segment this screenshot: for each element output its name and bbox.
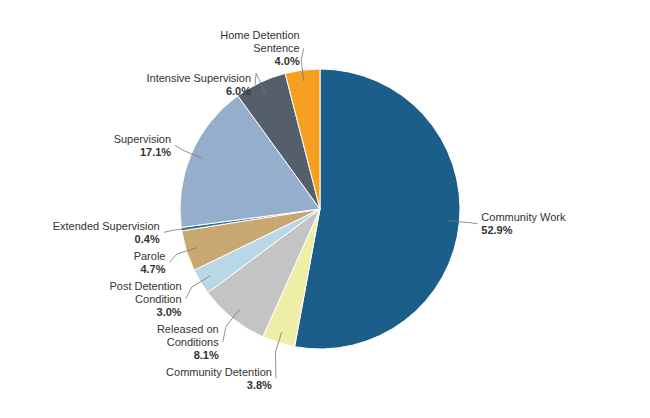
data-label: 4.0% bbox=[275, 55, 300, 67]
leader-line bbox=[275, 332, 281, 378]
slice-label-line: Released on bbox=[157, 323, 219, 335]
slice-label-line: Extended Supervision bbox=[53, 220, 160, 232]
data-label: 0.4% bbox=[135, 233, 160, 245]
slice-label: Home DetentionSentence bbox=[220, 29, 300, 54]
data-label: 4.7% bbox=[140, 263, 165, 275]
slice-label: Post DetentionCondition bbox=[109, 280, 181, 305]
slice-label: Released onConditions bbox=[157, 323, 219, 348]
leader-line bbox=[175, 145, 202, 158]
slice-label: Intensive Supervision bbox=[146, 72, 251, 84]
leader-line bbox=[164, 228, 193, 233]
slices bbox=[180, 69, 460, 349]
chart: Community Work52.9%Community Detention3.… bbox=[0, 0, 650, 418]
data-label: 6.0% bbox=[226, 85, 251, 97]
slice-label-line: Conditions bbox=[167, 336, 219, 348]
slice-label: Supervision bbox=[114, 133, 171, 145]
leader-line bbox=[223, 310, 240, 342]
labels: Community Work52.9%Community Detention3.… bbox=[53, 29, 566, 391]
slice-label-line: Community Work bbox=[481, 211, 566, 223]
slice-label-line: Parole bbox=[134, 250, 166, 262]
slice-label-line: Condition bbox=[135, 293, 181, 305]
slice-label-line: Post Detention bbox=[109, 280, 181, 292]
slice bbox=[285, 69, 320, 209]
slice-label-line: Community Detention bbox=[166, 366, 272, 378]
slice-label-line: Supervision bbox=[114, 133, 171, 145]
data-label: 17.1% bbox=[140, 146, 171, 158]
leader-line bbox=[301, 48, 304, 81]
data-label: 3.8% bbox=[247, 379, 272, 391]
slice-label: Community Work bbox=[481, 211, 566, 223]
leader-line bbox=[255, 73, 265, 92]
slice-label-line: Sentence bbox=[253, 42, 299, 54]
slice-label-line: Intensive Supervision bbox=[146, 72, 251, 84]
leader-line bbox=[169, 248, 197, 263]
slice-label-line: Home Detention bbox=[220, 29, 300, 41]
data-label: 3.0% bbox=[157, 306, 182, 318]
data-label: 8.1% bbox=[194, 349, 219, 361]
leader-line bbox=[186, 276, 210, 299]
slice-label: Community Detention bbox=[166, 366, 272, 378]
leader-line bbox=[448, 221, 477, 224]
slice-label: Parole bbox=[134, 250, 166, 262]
data-label: 52.9% bbox=[481, 224, 512, 236]
slice-label: Extended Supervision bbox=[53, 220, 160, 232]
chart-container: Community Work52.9%Community Detention3.… bbox=[0, 0, 650, 418]
